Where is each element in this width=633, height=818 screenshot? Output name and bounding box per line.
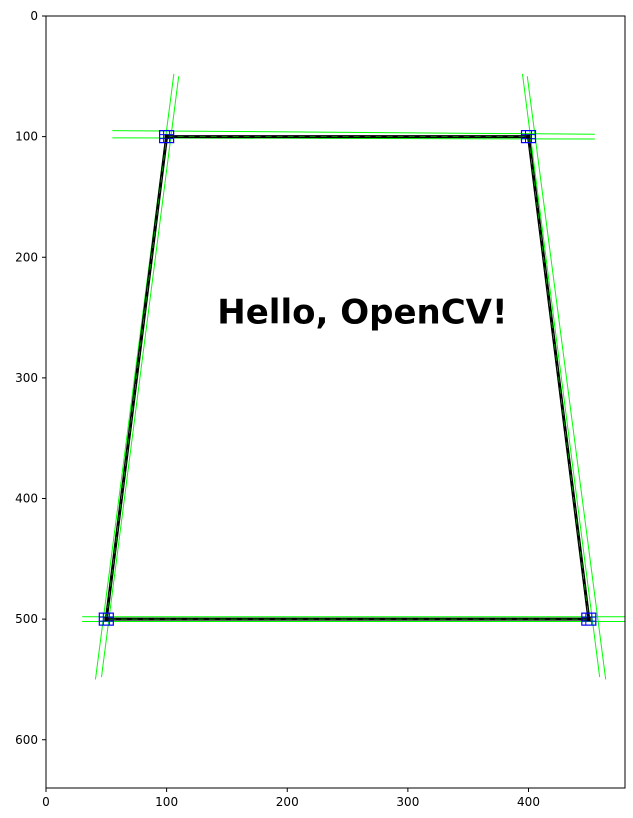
- x-tick-label: 200: [276, 795, 299, 809]
- y-tick-label: 0: [30, 9, 38, 23]
- y-axis: 0 100 200 300 400 500 600: [15, 9, 46, 747]
- plot-area: Hello, OpenCV!: [45, 15, 626, 789]
- quad-edge-overlay-4: [105, 136, 168, 620]
- y-tick-label: 100: [15, 130, 38, 144]
- quad-edge-overlay-2: [528, 136, 590, 620]
- detected-line-7: [521, 73, 601, 678]
- x-axis: 0 100 200 300 400: [42, 788, 540, 809]
- corner-marker-2: [520, 130, 537, 144]
- y-tick-label: 600: [15, 733, 38, 747]
- corner-markers: [98, 130, 597, 626]
- x-tick-label: 300: [396, 795, 419, 809]
- detected-line-1: [112, 130, 595, 135]
- image-text: Hello, OpenCV!: [217, 293, 507, 333]
- x-tick-label: 0: [42, 795, 50, 809]
- x-tick-label: 100: [155, 795, 178, 809]
- y-tick-label: 300: [15, 371, 38, 385]
- corner-marker-4: [98, 612, 114, 626]
- corner-marker-1: [159, 130, 175, 144]
- detected-line-6: [100, 76, 180, 678]
- axes-frame: [45, 15, 626, 789]
- quadrilateral: [104, 135, 591, 621]
- detected-line-8: [526, 76, 607, 680]
- y-tick-label: 200: [15, 250, 38, 264]
- corner-marker-3: [581, 612, 597, 626]
- y-tick-label: 500: [15, 612, 38, 626]
- y-tick-label: 400: [15, 492, 38, 506]
- x-tick-label: 400: [517, 795, 540, 809]
